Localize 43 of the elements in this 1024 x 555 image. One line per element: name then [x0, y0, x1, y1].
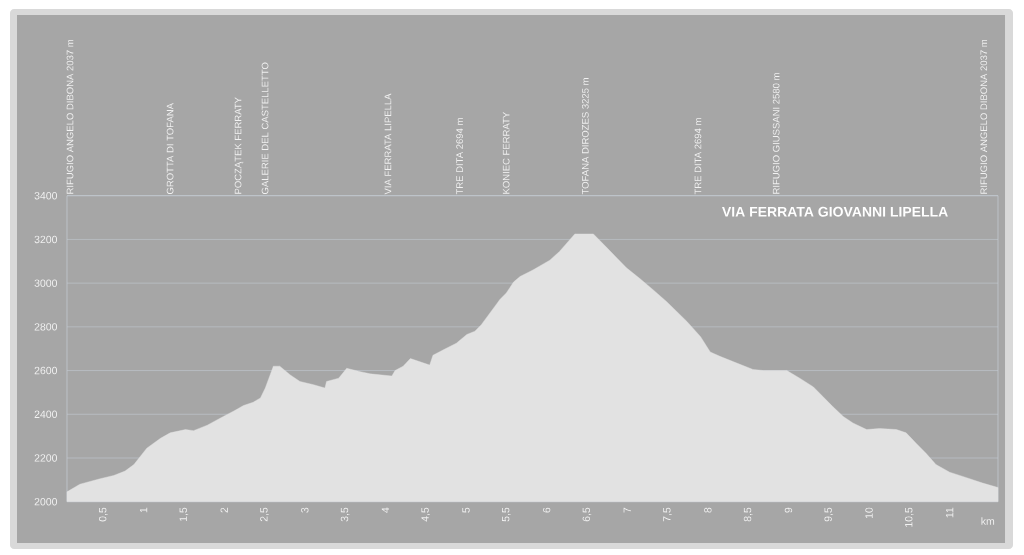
x-tick-label: 6,5 [582, 507, 592, 522]
text: RIFUGIO ANGELO DIBONA 2037 m [66, 39, 74, 194]
x-tick-label: 8,5 [743, 507, 753, 522]
x-tick-label: 10,5 [905, 507, 914, 527]
y-tick-label: 2600 [34, 366, 58, 375]
text: TOFANA DIROZES 3225 m [581, 78, 589, 195]
x-tick-label: 9,5 [824, 507, 834, 522]
x-tick-label: 5 [462, 507, 470, 513]
x-axis-title: km [981, 517, 995, 525]
y-tick-label: 3400 [34, 191, 58, 200]
x-tick-label: 10 [865, 507, 873, 519]
text: GROTTA DI TOFANA [166, 103, 174, 195]
x-tick-label: 6 [542, 507, 551, 513]
y-tick-label: 2000 [34, 497, 58, 506]
y-tick-label: 2400 [34, 410, 58, 418]
text: POCZĄTEK FERRATY [234, 97, 244, 194]
y-tick-label: 2800 [34, 323, 58, 331]
x-tick-label: 9 [784, 507, 793, 513]
x-tick-label: 4 [381, 507, 390, 513]
text: VIA FERRATA GIOVANNI LIPELLA [722, 206, 948, 217]
x-tick-label: 7 [623, 507, 631, 513]
x-tick-label: 7,5 [663, 507, 672, 522]
text: RIFUGIO ANGELO DIBONA 2037 m [980, 39, 988, 194]
text: KONIEC FERRATY [502, 112, 510, 194]
x-tick-label: 5,5 [502, 507, 511, 522]
text: TRE DITA 2694 m [694, 118, 702, 195]
y-tick-label: 2200 [34, 454, 58, 462]
x-tick-label: 11 [946, 507, 954, 518]
text: TRE DITA 2694 m [456, 118, 463, 195]
text: GALERIE DEL CASTELLETTO [261, 62, 269, 195]
y-tick-label: 3000 [34, 279, 58, 287]
x-tick-label: 3,5 [340, 507, 350, 522]
x-tick-label: 4,5 [421, 507, 430, 522]
x-tick-label: 2,5 [260, 507, 269, 522]
x-tick-label: 3 [301, 507, 309, 513]
x-tick-label: 0,5 [98, 507, 108, 522]
text: RIFUGIO GIUSSANI 2580 m [772, 73, 780, 194]
x-tick-label: 1 [139, 507, 148, 513]
x-tick-label: 2 [220, 507, 228, 513]
text: VIA FERRATA LIPELLA [384, 93, 392, 195]
y-tick-label: 3200 [34, 235, 58, 244]
x-tick-label: 1,5 [179, 507, 189, 522]
x-tick-label: 8 [704, 507, 712, 513]
